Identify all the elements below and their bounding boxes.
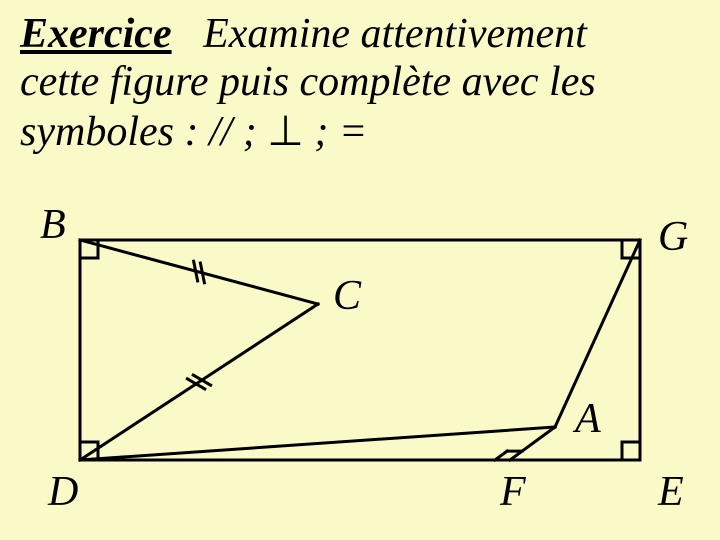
perp-symbol: ⊥ bbox=[267, 107, 304, 155]
svg-text:D: D bbox=[47, 469, 78, 515]
exercise-line1: Examine attentivement bbox=[203, 11, 587, 57]
svg-text:G: G bbox=[658, 214, 688, 260]
svg-text:B: B bbox=[40, 210, 66, 248]
exercise-line2: cette figure puis complète avec les bbox=[20, 59, 596, 105]
exercise-title: Exercice bbox=[20, 11, 172, 57]
svg-text:C: C bbox=[333, 273, 362, 319]
exercise-text: Exercice Examine attentivement cette fig… bbox=[20, 10, 710, 156]
exercise-line3a: symboles : // ; bbox=[20, 109, 267, 155]
geometry-figure: B G D E FA C bbox=[20, 210, 700, 530]
svg-text:A: A bbox=[572, 396, 601, 442]
svg-text:E: E bbox=[657, 469, 684, 515]
exercise-line3b: ; = bbox=[304, 109, 367, 155]
svg-text:F: F bbox=[499, 469, 526, 515]
